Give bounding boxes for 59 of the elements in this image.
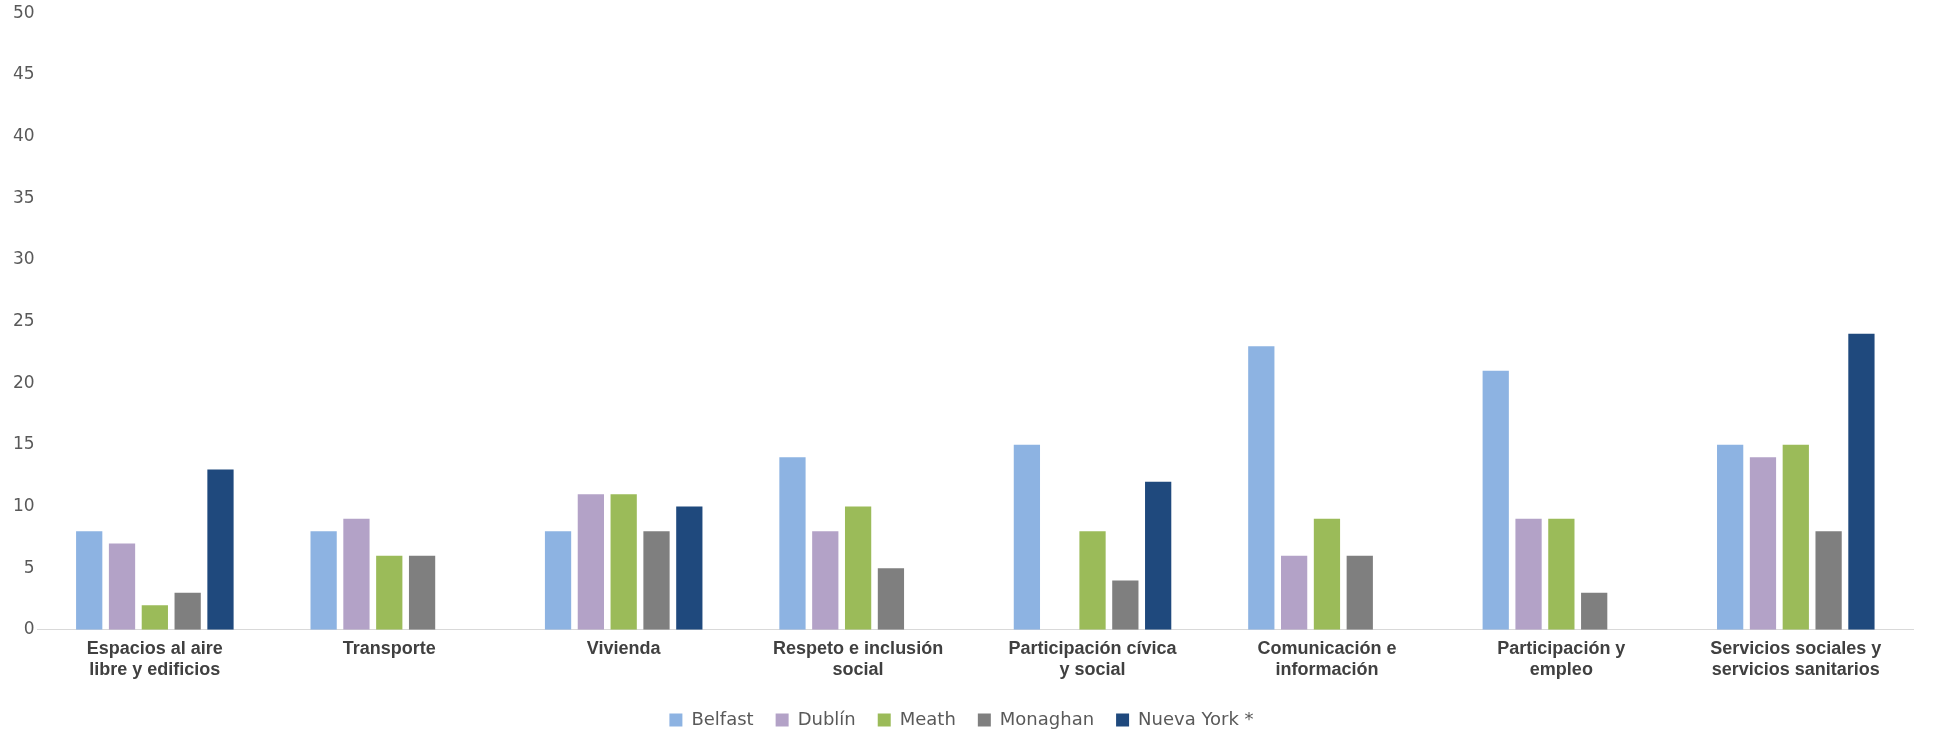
y-tick-label: 50 <box>12 1 35 22</box>
y-tick-label: 5 <box>23 556 35 577</box>
x-tick-label: Espacios al aire libre y edificios <box>86 637 223 680</box>
bar <box>544 531 572 630</box>
y-tick-label: 0 <box>23 618 35 639</box>
x-tick-label: Servicios sociales y servicios sanitarios <box>1710 637 1882 680</box>
bar <box>577 494 604 630</box>
bar <box>1248 346 1275 630</box>
bar <box>1548 518 1575 630</box>
x-tick-label: Vivienda <box>586 637 662 658</box>
bar <box>779 457 806 630</box>
bar <box>1515 518 1542 630</box>
bar <box>1346 555 1373 630</box>
bar <box>1717 444 1744 630</box>
legend-label: Dublín <box>797 707 856 729</box>
x-tick-label: Comunicación e información <box>1257 637 1397 680</box>
bar <box>343 518 370 630</box>
bar <box>376 555 403 630</box>
bar <box>643 531 670 630</box>
y-tick-label: 15 <box>12 433 35 454</box>
x-tick-label: Transporte <box>342 637 436 658</box>
bar <box>1782 444 1809 630</box>
bar <box>141 605 168 630</box>
bar <box>1815 531 1842 630</box>
bar <box>207 469 234 630</box>
bar <box>676 506 703 630</box>
legend-label: Meath <box>899 707 956 729</box>
legend-label: Nueva York * <box>1138 707 1254 729</box>
bar <box>1281 555 1308 630</box>
bar <box>76 531 103 630</box>
x-tick-label: Respeto e inclusión social <box>773 637 944 680</box>
bar <box>1313 518 1341 630</box>
y-tick-label: 30 <box>12 248 35 269</box>
y-tick-label: 20 <box>12 371 35 392</box>
x-tick-label: Participación cívica y social <box>1008 637 1178 680</box>
bar <box>1749 457 1777 630</box>
legend-label: Monaghan <box>999 707 1095 729</box>
x-tick-label: Participación y empleo <box>1497 637 1626 680</box>
bar <box>408 555 436 630</box>
y-tick-label: 40 <box>12 124 35 145</box>
bar <box>1013 444 1041 630</box>
bar <box>877 568 905 630</box>
bar <box>1482 370 1509 630</box>
bar <box>1145 481 1172 630</box>
y-tick-label: 45 <box>12 63 35 84</box>
y-tick-label: 35 <box>12 186 35 207</box>
bar <box>1112 580 1139 630</box>
bar <box>108 543 136 630</box>
bar <box>1581 592 1608 630</box>
bar <box>310 531 337 630</box>
bar <box>1848 333 1875 630</box>
legend-label: Belfast <box>691 707 754 729</box>
bar <box>610 494 637 630</box>
bar <box>844 506 872 630</box>
bar <box>1079 531 1106 630</box>
bar <box>812 531 839 630</box>
y-tick-label: 10 <box>12 494 35 515</box>
bar <box>174 592 201 630</box>
y-tick-label: 25 <box>12 309 35 330</box>
